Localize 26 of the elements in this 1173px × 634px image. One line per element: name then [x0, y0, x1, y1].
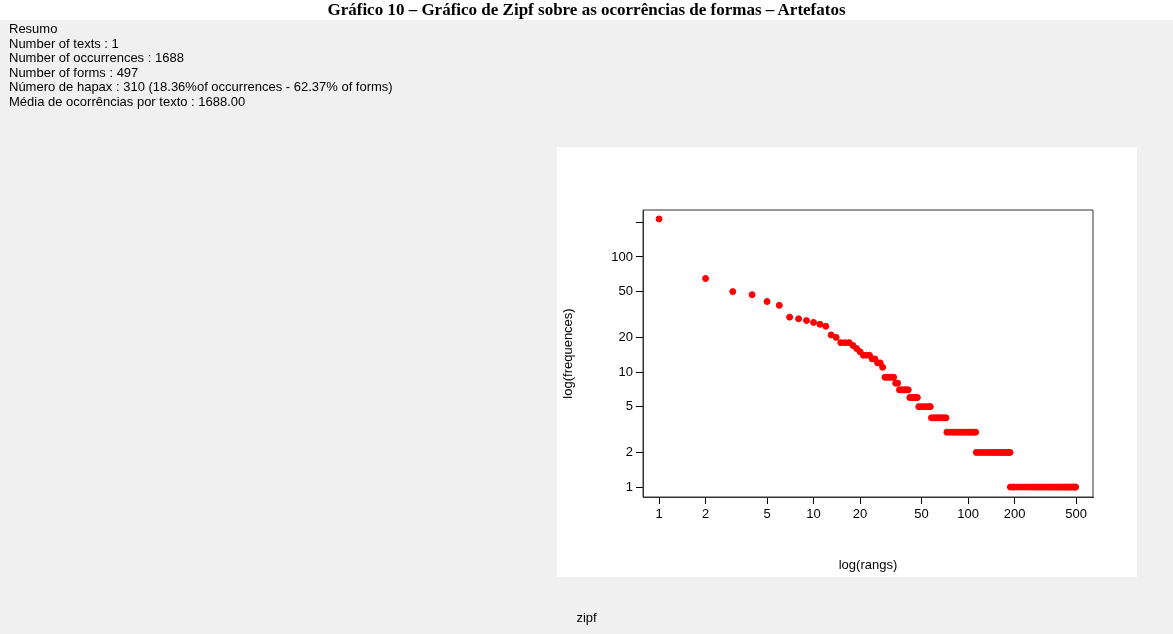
text: Número de hapax : 310 (18.36%of occurrences - 62.37% of forms) [9, 79, 393, 95]
x-tick-label: 500 [1065, 506, 1087, 522]
x-axis-title: log(rangs) [838, 556, 898, 572]
text: Number of texts : 1 [9, 35, 120, 52]
text: zipf [575, 610, 598, 625]
chart-title: Gráfico 10 – Gráfico de Zipf sobre as ocorrências de formas – Artefatos [0, 0, 1173, 20]
text: Number of occurrences : 1688 [9, 50, 185, 66]
y-tick-label: 50 [618, 283, 633, 299]
x-tick-label: 1 [655, 506, 663, 522]
x-tick-label: 20 [852, 506, 868, 522]
text: Number of forms : 497 [9, 64, 140, 81]
y-tick-label: 100 [611, 248, 633, 264]
x-tick-label: 5 [763, 506, 771, 522]
y-tick-label: 20 [618, 328, 633, 344]
x-tick-label: 100 [957, 506, 979, 522]
x-tick-label: 50 [914, 506, 929, 522]
y-tick-label: 10 [618, 363, 633, 379]
y-tick-label: 5 [625, 398, 633, 414]
text: Média de ocorrências por texto : 1688.00 [9, 93, 247, 110]
x-tick-label: 2 [701, 506, 710, 522]
y-tick-label: 2 [625, 444, 633, 460]
y-axis-title: log(frequences) [560, 308, 576, 399]
y-tick-label: 1 [625, 478, 633, 494]
text: Resumo [9, 21, 59, 37]
x-tick-label: 10 [806, 506, 821, 522]
x-tick-label: 200 [1003, 506, 1026, 522]
